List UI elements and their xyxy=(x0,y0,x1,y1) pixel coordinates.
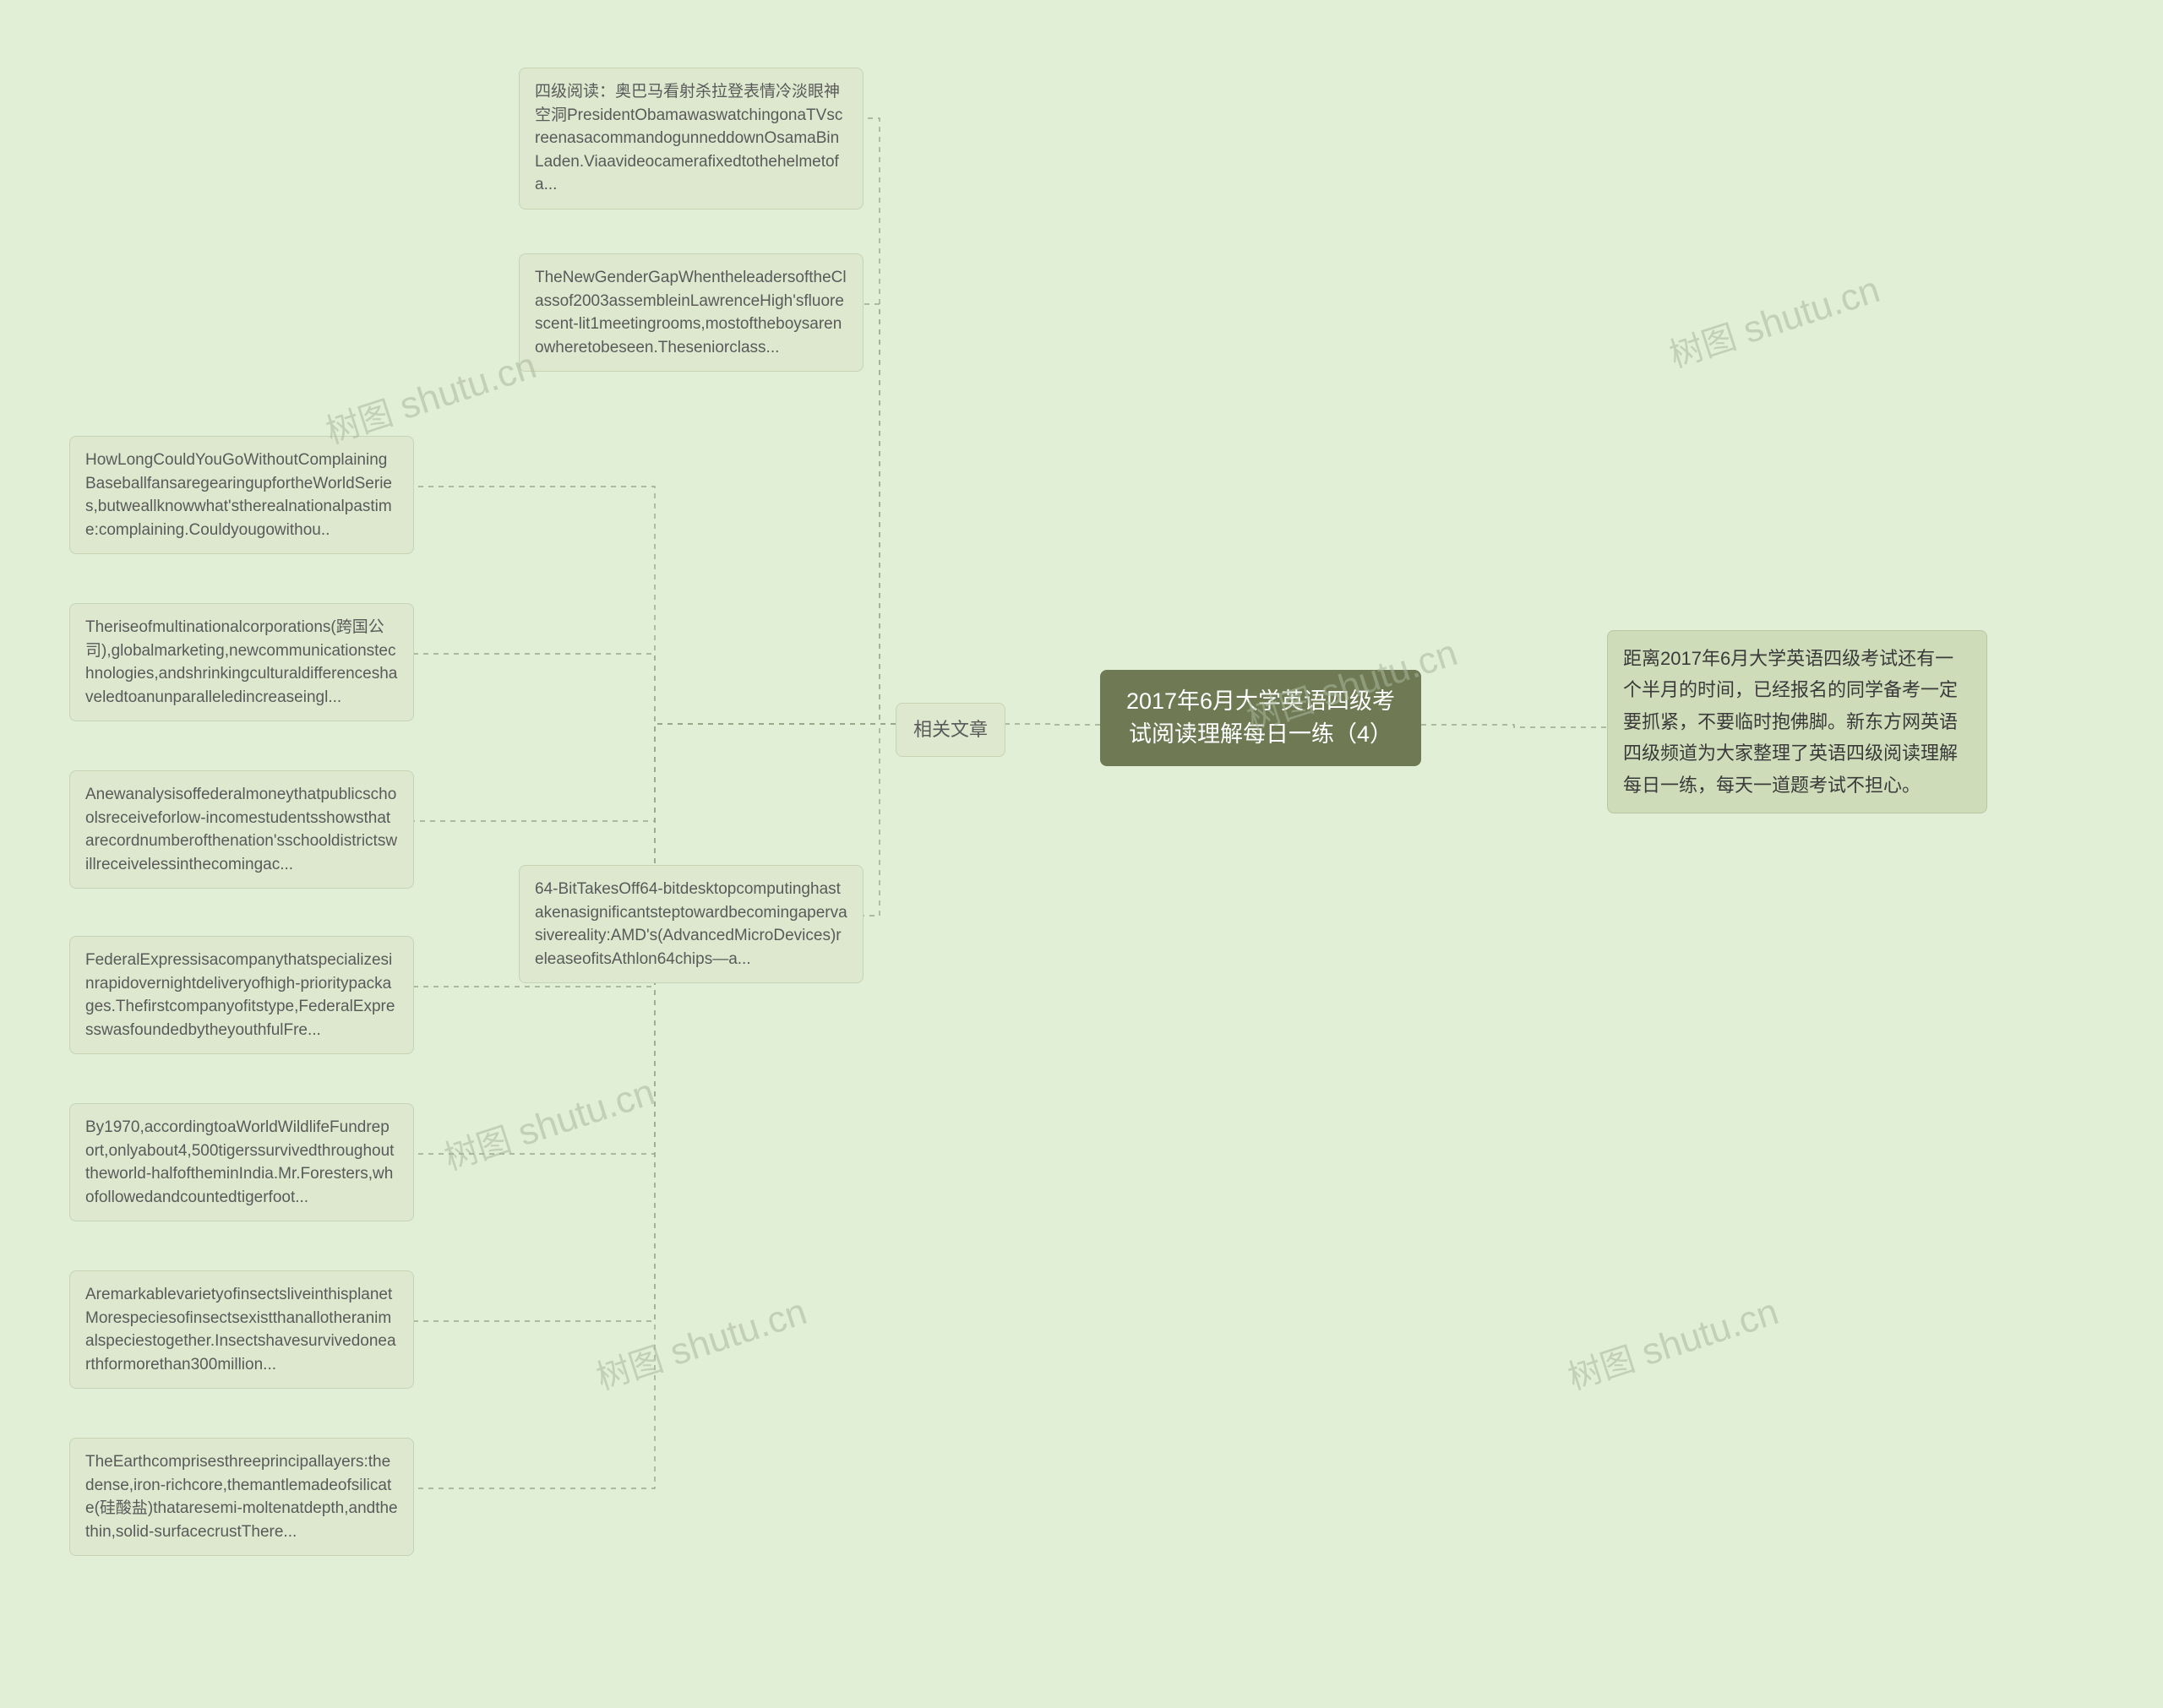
watermark: 树图 shutu.cn xyxy=(1561,1285,1784,1399)
description-node: 距离2017年6月大学英语四级考试还有一个半月的时间，已经报名的同学备考一定要抓… xyxy=(1607,630,1987,813)
watermark: 树图 shutu.cn xyxy=(1662,263,1885,377)
related-articles-hub[interactable]: 相关文章 xyxy=(896,703,1005,757)
article-node-4[interactable]: Anewanalysisoffederalmoneythatpublicscho… xyxy=(69,770,414,889)
article-node-9[interactable]: TheEarthcomprisesthreeprincipallayers:th… xyxy=(69,1438,414,1556)
article-node-8[interactable]: Aremarkablevarietyofinsectsliveinthispla… xyxy=(69,1270,414,1389)
watermark: 树图 shutu.cn xyxy=(589,1285,812,1399)
article-node-7[interactable]: By1970,accordingtoaWorldWildlifeFundrepo… xyxy=(69,1103,414,1221)
root-node[interactable]: 2017年6月大学英语四级考试阅读理解每日一练（4） xyxy=(1100,670,1421,766)
article-node-3[interactable]: Theriseofmultinationalcorporations(跨国公司)… xyxy=(69,603,414,721)
article-node-6[interactable]: FederalExpressisacompanythatspecializesi… xyxy=(69,936,414,1054)
article-node-0[interactable]: 四级阅读：奥巴马看射杀拉登表情冷淡眼神空洞PresidentObamawaswa… xyxy=(519,68,864,209)
article-node-2[interactable]: HowLongCouldYouGoWithoutComplainingBaseb… xyxy=(69,436,414,554)
article-node-5[interactable]: 64-BitTakesOff64-bitdesktopcomputinghast… xyxy=(519,865,864,983)
watermark: 树图 shutu.cn xyxy=(437,1065,660,1179)
article-node-1[interactable]: TheNewGenderGapWhentheleadersoftheClasso… xyxy=(519,253,864,372)
